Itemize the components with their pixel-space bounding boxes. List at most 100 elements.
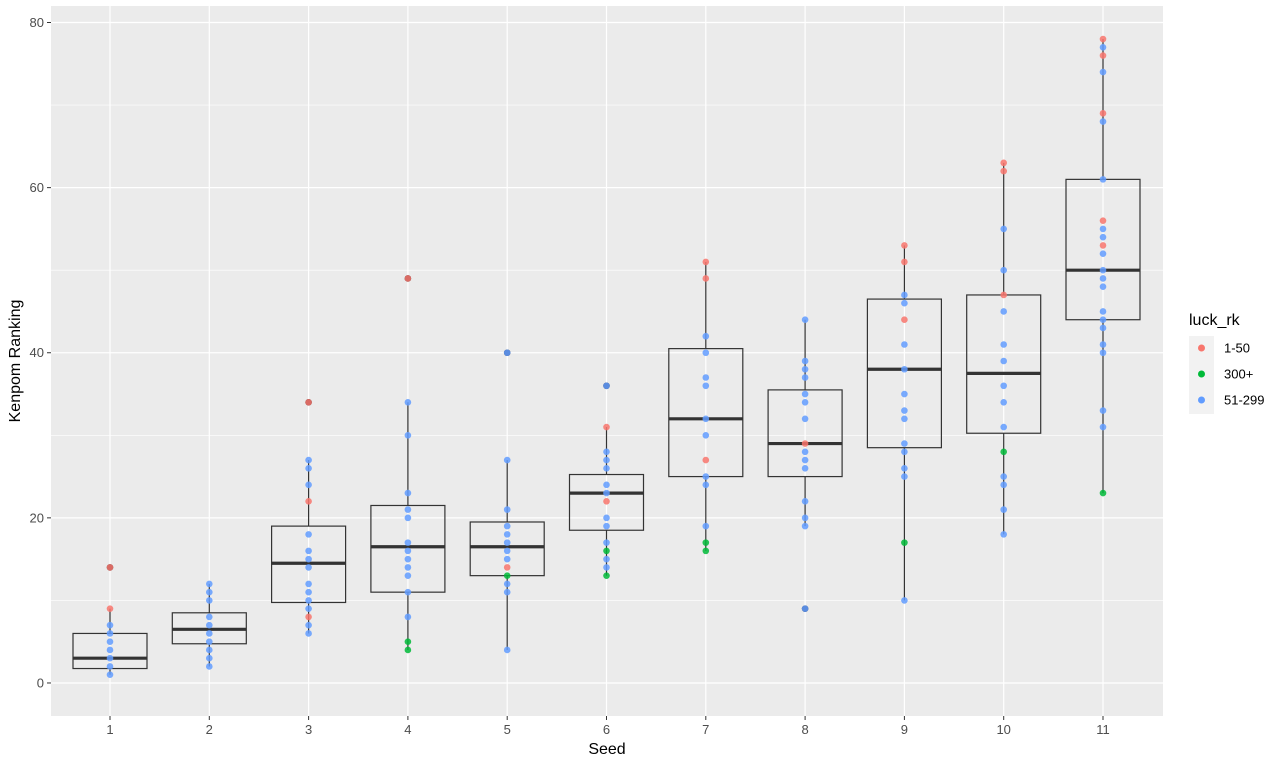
data-point [305,588,312,596]
data-point [801,456,809,464]
data-point [603,547,610,555]
data-point [206,580,213,588]
data-point [702,539,710,546]
data-point [305,555,312,563]
data-point [1000,531,1007,538]
data-point [603,456,610,464]
data-point [404,547,412,555]
data-point [106,630,114,637]
y-axis: 0 20 40 60 80 [30,15,51,690]
data-point [503,555,511,563]
y-tick-label: 40 [30,345,44,360]
data-point [1000,341,1007,348]
data-point [503,506,511,513]
data-point [503,539,511,546]
data-point [603,572,610,579]
data-point [404,506,412,513]
data-point [1099,283,1107,290]
data-point [603,423,610,431]
data-point [1099,324,1107,332]
data-point [901,415,908,423]
data-point [702,432,710,439]
data-point [404,638,412,645]
data-point [801,365,809,373]
data-point [1099,423,1107,431]
data-point [106,646,114,654]
data-point [1099,349,1107,357]
data-point [1099,489,1107,497]
data-point [404,398,412,406]
data-point [305,465,312,472]
data-point [1099,266,1107,274]
data-point [901,316,908,324]
data-point [801,465,809,472]
data-point [801,390,809,398]
data-point [305,547,312,555]
data-point [901,390,908,398]
data-point [702,275,710,282]
data-point [106,654,114,662]
data-point [702,456,710,464]
data-point [1099,43,1107,51]
data-point [1099,110,1107,117]
data-point [603,539,610,546]
data-point [1000,167,1007,175]
data-point [404,572,412,579]
data-point [702,374,710,381]
data-point [1000,308,1007,315]
data-point [702,258,710,266]
data-point [901,242,908,249]
data-point [206,638,213,645]
data-point [901,539,908,546]
data-point [1000,357,1007,365]
data-point [305,621,312,629]
data-point [503,531,511,538]
data-point [801,357,809,365]
data-point [503,547,511,555]
data-point [1000,423,1007,431]
data-point [1000,398,1007,406]
data-point [901,299,908,307]
data-point [503,580,511,588]
data-point [901,365,908,373]
data-point [901,291,908,299]
data-point [503,349,511,357]
data-point [901,258,908,266]
data-point [603,514,610,522]
data-point [206,597,213,604]
data-point [206,646,213,654]
data-point [404,539,412,546]
data-point [305,613,312,621]
data-point [1099,233,1107,241]
box-body [568,473,645,531]
y-tick-label: 80 [30,15,44,30]
legend-label: 51-299 [1224,393,1264,408]
data-point [1000,382,1007,390]
data-point [603,489,610,497]
data-point [603,564,610,571]
data-point [305,398,312,406]
data-point [106,621,114,629]
data-point [503,564,511,571]
data-point [603,465,610,472]
data-point [702,481,710,489]
data-point [702,332,710,340]
data-point [404,555,412,563]
data-point [702,349,710,357]
data-point [901,448,908,456]
x-tick-label: 5 [504,722,511,737]
data-point [1099,407,1107,414]
legend-label: 300+ [1224,367,1253,382]
data-point [801,448,809,456]
data-point [702,473,710,480]
data-point [1099,341,1107,348]
data-point [206,654,213,662]
data-point [603,448,610,456]
data-point [702,547,710,555]
y-tick-label: 0 [37,675,44,690]
data-point [1099,176,1107,183]
data-point [1000,159,1007,167]
data-point [404,275,412,282]
x-tick-label: 6 [603,722,610,737]
data-point [1099,68,1107,76]
